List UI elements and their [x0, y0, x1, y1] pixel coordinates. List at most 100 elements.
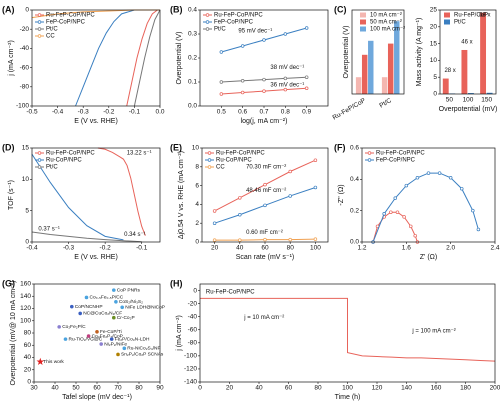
x-tick-label: 20 — [211, 245, 219, 252]
point — [304, 26, 309, 30]
point-label: Fe-CoP/Ti — [100, 329, 122, 335]
point — [409, 224, 413, 229]
y-tick-label: -140 — [184, 379, 197, 386]
y-axis-label: j (mA cm⁻²) — [176, 315, 183, 352]
legend-label: 10 mA cm⁻² — [370, 13, 402, 19]
bar — [486, 92, 493, 94]
plot-frame — [199, 283, 496, 383]
plot-frame — [361, 147, 496, 243]
x-tick-label: 60 — [285, 385, 293, 392]
point-label: Fe₂P/Co₃N-LDH — [115, 336, 150, 342]
x-tick-label: 2.0 — [446, 245, 455, 252]
bar — [461, 49, 468, 94]
point — [437, 171, 442, 175]
x-tick-label: 60 — [261, 245, 269, 252]
panel-label: (F) — [334, 142, 346, 152]
point-label: This work — [43, 359, 64, 365]
legend-marker — [205, 13, 210, 17]
x-axis-label: Tafel slope (mV dec⁻¹) — [62, 394, 132, 401]
series-line — [31, 153, 124, 241]
bar — [394, 21, 400, 95]
legend-swatch — [360, 12, 366, 18]
point — [70, 304, 74, 309]
panel: (D) 0 5 10 15 -0.4 -0.3 -0.2 -0.1 E (V vs. RHE) TO… — [2, 142, 161, 261]
series-line — [31, 231, 142, 243]
y-tick-label: 10 — [22, 176, 30, 183]
legend-label: Ru-FeP-CoP/NPC — [216, 151, 265, 157]
x-tick-label: 40 — [236, 245, 244, 252]
x-tick-label: 80 — [135, 385, 143, 392]
point-label: Sn₂P₂/Co₂P SCNAs — [121, 352, 164, 358]
x-tick-label: 1.2 — [357, 245, 366, 252]
panel: (F) 0.0 0.2 0.4 0.6 1.2 1.6 2.0 2.4 Z' (Ω) -Z'' (Ω… — [334, 142, 500, 260]
legend-marker — [367, 151, 372, 155]
annotation: j = 10 mA cm⁻² — [243, 315, 284, 321]
plot-frame — [33, 283, 161, 383]
legend-swatch — [444, 12, 450, 18]
y-tick-label: 0.2 — [350, 207, 359, 214]
annotation: 0.37 s⁻¹ — [38, 226, 60, 232]
bar — [468, 93, 474, 94]
point — [262, 38, 266, 42]
annotation: 36 mV dec⁻¹ — [270, 82, 304, 88]
x-tick-label: 50 — [446, 97, 454, 104]
legend-swatch — [444, 19, 450, 25]
point — [393, 196, 398, 200]
point — [112, 315, 116, 320]
point — [262, 77, 266, 82]
point-label: Ni₂P₂/NiFe — [104, 341, 127, 347]
legend-label: Ru-CoP/NPC — [216, 158, 252, 164]
legend-marker — [367, 158, 372, 162]
legend-label: FeP-CoP/NPC — [376, 158, 416, 164]
point — [99, 342, 103, 346]
annotation: 46 x — [461, 39, 472, 45]
point — [283, 76, 288, 81]
x-tick-label: 180 — [460, 385, 471, 392]
x-axis-label: Z' (Ω) — [420, 254, 437, 261]
panel: (G) 0 20 40 60 80 100 120 140 160 30 40 50 60 70 80 90 Ta… — [2, 278, 165, 400]
bar — [480, 12, 487, 94]
legend-label: Pt/C — [214, 27, 226, 33]
series-line — [133, 9, 161, 107]
x-tick-label: 0 — [198, 385, 202, 392]
legend-marker — [205, 20, 210, 24]
point — [86, 334, 91, 338]
panel: (H) -140 -120 -100 -80 -60 -40 -20 0 0 20 40 60 80 100… — [170, 278, 500, 400]
y-tick-label: 4 — [195, 201, 199, 208]
point — [263, 203, 267, 208]
y-tick-label: -100 — [16, 103, 29, 110]
x-tick-label: 0.9 — [302, 109, 311, 116]
x-tick-label: -0.3 — [78, 109, 90, 116]
x-tick-label: 160 — [431, 385, 442, 392]
y-tick-label: 20 — [430, 24, 438, 31]
bar — [442, 78, 449, 94]
annotation: 95 mV dec⁻¹ — [238, 29, 272, 35]
y-tick-label: 0 — [193, 287, 197, 294]
x-tick-label: 40 — [255, 385, 263, 392]
x-tick-label: 30 — [30, 385, 38, 392]
y-tick-label: 15 — [430, 40, 438, 47]
point — [262, 89, 266, 93]
x-tick-label: 70 — [114, 385, 122, 392]
point — [263, 182, 267, 187]
point — [288, 194, 292, 198]
y-tick-label: 0.1 — [188, 79, 197, 86]
x-tick-label: 80 — [314, 385, 322, 392]
y-tick-label: 0.0 — [350, 239, 359, 246]
plot-frame — [201, 147, 329, 243]
bar — [368, 40, 374, 94]
x-tick-label: 20 — [226, 385, 234, 392]
plot-frame — [199, 9, 329, 107]
point-label: NC@CuCo₂N₂/CF — [83, 311, 122, 317]
y-tick-label: 160 — [20, 281, 31, 288]
x-tick-label: 150 — [481, 97, 492, 104]
point — [415, 176, 420, 180]
series-line — [97, 147, 146, 236]
point — [114, 299, 118, 304]
y-tick-label: 20 — [24, 366, 32, 373]
point — [313, 185, 318, 190]
y-tick-label: 0.6 — [350, 145, 359, 152]
point-label: Ru-NiCo₂S₄/NF — [127, 346, 160, 352]
legend-marker — [37, 13, 42, 17]
